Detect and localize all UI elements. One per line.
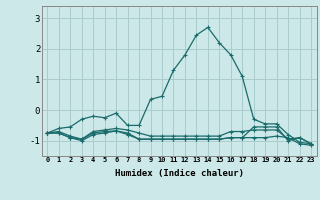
X-axis label: Humidex (Indice chaleur): Humidex (Indice chaleur) xyxy=(115,169,244,178)
